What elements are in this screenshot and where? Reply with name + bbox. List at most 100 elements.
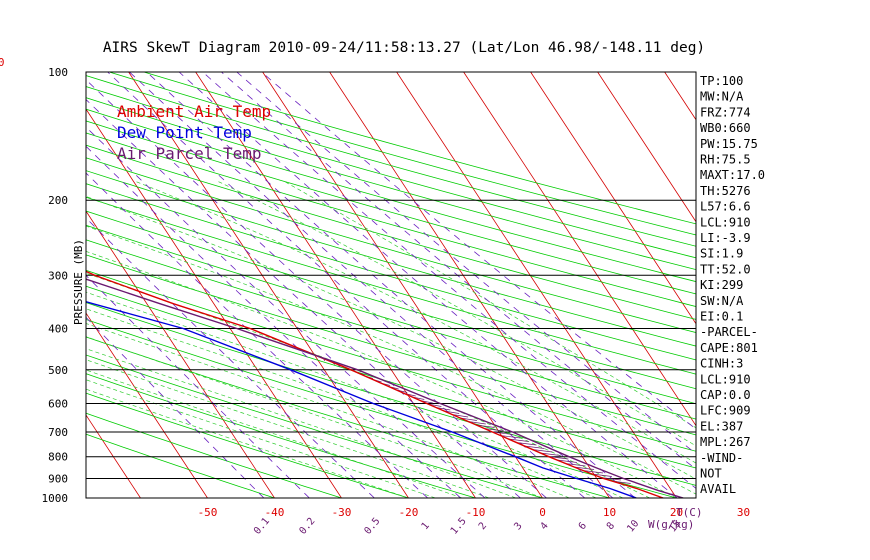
isobar-lines xyxy=(86,199,696,480)
isotherm-line xyxy=(463,72,696,427)
stats-entry: EL:387 xyxy=(700,419,743,433)
bottom-temp-tick-label: -10 xyxy=(466,506,486,519)
cape-hatch-line xyxy=(582,470,604,474)
stats-entry: TT:52.0 xyxy=(700,262,751,276)
stats-entry: FRZ:774 xyxy=(700,105,751,119)
pressure-tick-label: 600 xyxy=(48,397,68,410)
isotherm-line xyxy=(86,108,342,498)
dry-adiabat-line xyxy=(86,336,610,498)
cape-hatch-line xyxy=(565,463,586,467)
moist-adiabat-line xyxy=(86,388,409,498)
mixing-ratio-line xyxy=(86,145,461,498)
bottom-temp-tick-label: 10 xyxy=(603,506,616,519)
mixing-ratio-label: 1 xyxy=(420,521,432,533)
isotherm-line xyxy=(86,312,208,498)
pressure-tick-label: 500 xyxy=(48,364,68,377)
cape-hatch-line xyxy=(540,452,561,456)
dry-adiabat-line xyxy=(86,132,696,307)
pressure-tick-label: 700 xyxy=(48,426,68,439)
mixing-ratio-label: 0.5 xyxy=(362,516,382,537)
isotherm-line xyxy=(195,72,476,498)
dry-adiabat-line xyxy=(86,170,696,347)
legend-entry-label: Air Parcel Temp xyxy=(117,144,262,163)
stats-entry: LI:-3.9 xyxy=(700,231,751,245)
top-temp-tick-label: -40 xyxy=(0,56,5,69)
mixing-ratio-line xyxy=(86,316,265,498)
stats-entry: NOT xyxy=(700,467,722,481)
bottom-temp-tick-label: 0 xyxy=(539,506,546,519)
isotherm-line xyxy=(530,72,696,325)
mixing-ratio-line xyxy=(146,72,636,498)
cape-hatch-line xyxy=(532,449,553,453)
dry-adiabat-line xyxy=(86,157,696,333)
stats-entry: SW:N/A xyxy=(700,294,744,308)
dry-adiabat-line xyxy=(86,183,696,361)
y-axis-label: PRESSURE (MB) xyxy=(72,239,85,325)
stats-entry: KI:299 xyxy=(700,278,743,292)
dry-adiabat-line xyxy=(86,354,543,498)
cape-hatch-line xyxy=(600,477,621,481)
cape-hatch-line xyxy=(492,431,513,435)
dry-adiabat-line xyxy=(86,144,696,320)
bottom-temp-tick-label: 20 xyxy=(670,506,683,519)
dry-adiabat-line xyxy=(86,97,696,271)
pressure-tick-label: 100 xyxy=(48,66,68,79)
isotherm-line xyxy=(262,72,543,498)
mixing-ratio-line xyxy=(236,72,696,455)
bottom-temp-tick-label: -30 xyxy=(332,506,352,519)
stats-entry: PW:15.75 xyxy=(700,137,758,151)
stats-entry: RH:75.5 xyxy=(700,153,751,167)
moist-adiabat-line xyxy=(86,323,570,498)
dry-adiabat-line xyxy=(86,269,696,452)
stats-entry: L57:6.6 xyxy=(700,200,751,214)
stats-entry: LFC:909 xyxy=(700,404,751,418)
mixing-ratio-label: 2 xyxy=(477,521,489,533)
isotherm-line xyxy=(664,72,696,121)
stats-entry: TP:100 xyxy=(700,74,743,88)
pressure-tick-labels: 100 200 300 400 500 600 700 800 900 1000 xyxy=(42,66,69,505)
stats-entry: MPL:267 xyxy=(700,435,751,449)
mixing-ratio-line xyxy=(86,274,310,498)
profile-line xyxy=(86,270,664,498)
mixing-ratio-line xyxy=(86,79,547,498)
isotherm-line xyxy=(86,414,141,498)
moist-adiabat-line xyxy=(86,196,696,480)
pressure-tick-label: 800 xyxy=(48,451,68,464)
pressure-tick-label: 900 xyxy=(48,473,68,486)
mixing-ratio-line xyxy=(129,72,614,498)
bottom-temp-tick-label: 30 xyxy=(737,506,750,519)
stats-entry: TH:5276 xyxy=(700,184,751,198)
stats-entry: LCL:910 xyxy=(700,215,751,229)
profile-series xyxy=(86,270,684,498)
dry-adiabat-line xyxy=(86,196,696,375)
pressure-tick-label: 400 xyxy=(48,322,68,335)
dry-adiabat-line xyxy=(86,302,696,486)
mixing-ratio-unit-label: W(g/kg) xyxy=(648,518,694,531)
mixing-ratio-line xyxy=(107,72,586,498)
profile-line xyxy=(86,278,684,498)
legend-entry-label: Ambient Air Temp xyxy=(117,102,271,121)
isotherm-line xyxy=(0,72,7,498)
dry-adiabat-line xyxy=(86,412,342,498)
top-temp-tick-labels: -120-110-100-90-80-70-60-50-40 xyxy=(0,56,5,69)
mixing-ratio-label: 4 xyxy=(539,521,551,533)
isotherm-line xyxy=(86,210,275,498)
bottom-temp-tick-label: -40 xyxy=(265,506,285,519)
mixing-ratio-line xyxy=(221,72,696,470)
stats-entry: SI:1.9 xyxy=(700,247,743,261)
bottom-temp-tick-label: -50 xyxy=(198,506,218,519)
stats-entry: EI:0.1 xyxy=(700,310,743,324)
plot-frame xyxy=(85,71,697,499)
cape-hatch-line xyxy=(484,428,504,432)
pressure-tick-label: 300 xyxy=(48,269,68,282)
dry-adiabat-line xyxy=(86,86,696,259)
dry-adiabat-line xyxy=(86,108,696,283)
moist-adiabat-line xyxy=(86,348,516,498)
moist-adiabat-line xyxy=(216,180,696,447)
mixing-ratio-line xyxy=(86,126,486,498)
isotherm-line xyxy=(396,72,677,498)
mixing-ratio-line xyxy=(178,72,678,498)
dry-adiabat-line xyxy=(86,319,677,498)
